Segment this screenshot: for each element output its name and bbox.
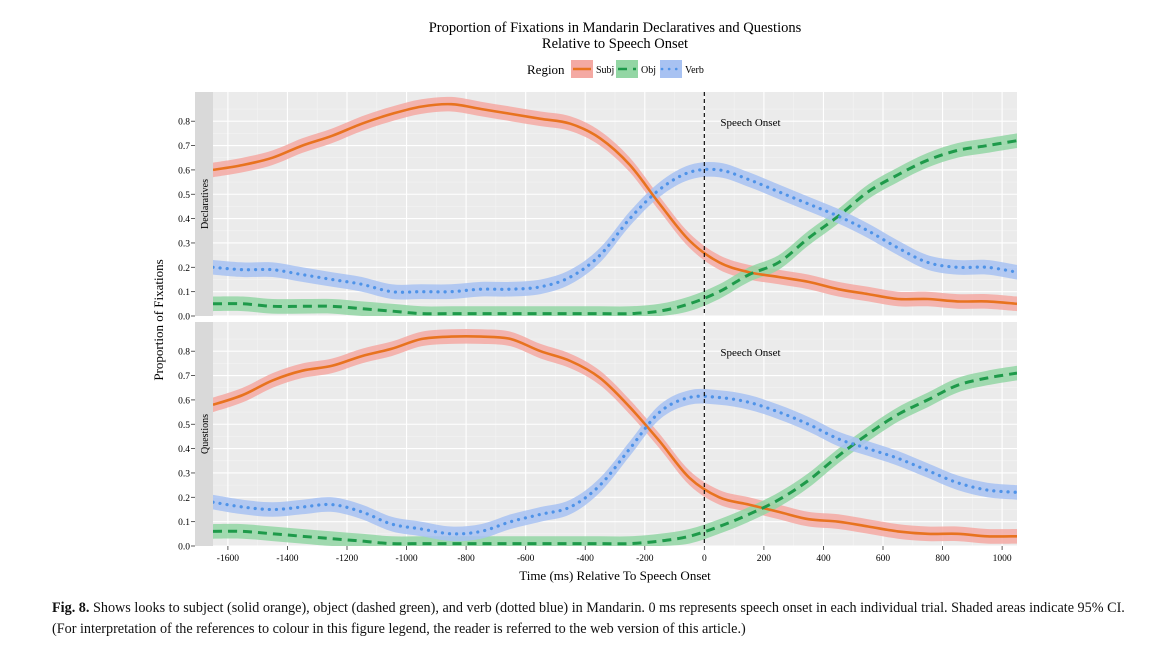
legend-label-verb: Verb: [685, 65, 704, 76]
y-tick-label: 0.7: [178, 372, 190, 382]
y-tick-label: 0.6: [178, 166, 190, 176]
x-tick-label: 1000: [993, 554, 1012, 564]
x-axis: -1600 -1400 -1200 -1000 -800 -600 -400 -200 0 200…: [217, 546, 1012, 564]
panel-declaratives: Declaratives 0.0 0.1 0.2 0.3 0.4 0.5 0.6 0.7 0.8 S…: [178, 92, 1017, 323]
panel-strip-label: Questions: [200, 414, 211, 454]
x-tick-label: -1200: [336, 554, 358, 564]
y-tick-label: 0.2: [178, 264, 190, 274]
series-line-obj: [213, 139, 1017, 316]
y-tick-label: 0.1: [178, 288, 190, 298]
y-tick-label: 0.0: [178, 313, 190, 323]
x-tick-label: -1000: [395, 554, 417, 564]
series-line-verb: [213, 167, 1017, 294]
figure-chart: Proportion of Fixations in Mandarin Decl…: [151, 20, 1017, 583]
x-tick-label: -200: [636, 554, 654, 564]
ci-band-verb: [213, 388, 1017, 542]
x-tick-label: 0: [702, 554, 707, 564]
caption-label: Fig. 8.: [52, 600, 90, 616]
x-tick-label: 800: [935, 554, 950, 564]
y-tick-label: 0.4: [178, 215, 190, 225]
y-tick-label: 0.8: [178, 348, 190, 358]
ci-band-verb: [213, 161, 1017, 300]
chart-title: Proportion of Fixations in Mandarin Decl…: [429, 20, 802, 36]
panel-strip-label: Declaratives: [200, 179, 211, 229]
grid: [213, 322, 1017, 547]
series-line-verb: [213, 394, 1017, 536]
y-tick-label: 0.8: [178, 118, 190, 128]
ci-band-obj: [213, 133, 1017, 316]
y-tick-label: 0.3: [178, 239, 190, 249]
x-tick-label: -1600: [217, 554, 239, 564]
chart-subtitle: Relative to Speech Onset: [542, 36, 688, 52]
x-tick-label: -1400: [276, 554, 298, 564]
legend-label-obj: Obj: [641, 65, 656, 76]
legend-label-subj: Subj: [596, 65, 614, 76]
y-tick-label: 0.5: [178, 421, 190, 431]
caption-text: Shows looks to subject (solid orange), o…: [52, 600, 1125, 637]
panel-strip: [195, 322, 213, 546]
panel-strip: [195, 92, 213, 316]
figure-caption: Fig. 8. Shows looks to subject (solid or…: [52, 598, 1142, 640]
y-tick-label: 0.7: [178, 142, 190, 152]
x-tick-label: 600: [876, 554, 891, 564]
y-tick-label: 0.5: [178, 191, 190, 201]
speech-onset-annotation: Speech Onset: [720, 347, 780, 359]
x-tick-label: -800: [457, 554, 475, 564]
y-tick-label: 0.2: [178, 494, 190, 504]
y-tick-label: 0.1: [178, 518, 190, 528]
panel-questions: Questions 0.0 0.1 0.2 0.3 0.4 0.5 0.6 0.7 0.8 Spee…: [178, 322, 1017, 553]
x-axis-label: Time (ms) Relative To Speech Onset: [519, 568, 711, 583]
legend-title: Region: [527, 62, 565, 77]
y-tick-label: 0.0: [178, 543, 190, 553]
x-tick-label: -400: [577, 554, 595, 564]
y-tick-label: 0.3: [178, 469, 190, 479]
x-tick-label: -600: [517, 554, 535, 564]
legend: Region Subj Obj Verb: [527, 60, 704, 78]
y-axis-label: Proportion of Fixations: [151, 259, 166, 380]
series-line-subj: [213, 335, 1017, 538]
y-tick-label: 0.4: [178, 445, 190, 455]
speech-onset-annotation: Speech Onset: [720, 117, 780, 129]
legend-key-verb: [660, 60, 682, 78]
x-tick-label: 400: [816, 554, 831, 564]
y-tick-label: 0.6: [178, 396, 190, 406]
x-tick-label: 200: [757, 554, 772, 564]
series-line-subj: [213, 102, 1017, 306]
